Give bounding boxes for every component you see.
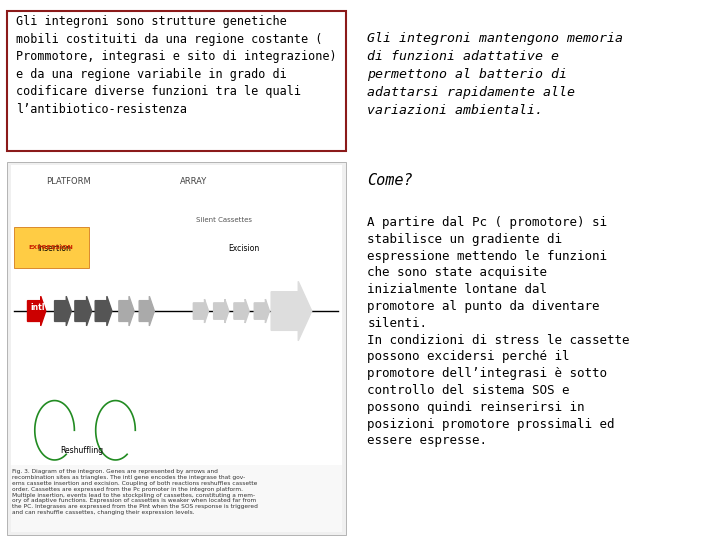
FancyBboxPatch shape: [11, 465, 342, 532]
Text: EXPRESSION: EXPRESSION: [29, 245, 73, 250]
Text: intI: intI: [30, 303, 45, 312]
FancyBboxPatch shape: [14, 227, 89, 268]
Text: PLATFORM: PLATFORM: [46, 177, 91, 186]
FancyArrow shape: [95, 296, 112, 326]
Text: Fig. 3. Diagram of the integron. Genes are represented by arrows and
recombinati: Fig. 3. Diagram of the integron. Genes a…: [12, 469, 258, 515]
FancyBboxPatch shape: [7, 11, 346, 151]
FancyArrow shape: [27, 296, 46, 326]
Text: Excision: Excision: [228, 245, 260, 253]
FancyArrow shape: [271, 281, 312, 341]
FancyArrow shape: [75, 296, 91, 326]
FancyArrow shape: [139, 296, 154, 326]
FancyBboxPatch shape: [7, 162, 346, 535]
Text: Gli integroni mantengono memoria
di funzioni adattative e
permettono al batterio: Gli integroni mantengono memoria di funz…: [367, 32, 624, 117]
Text: Come?: Come?: [367, 173, 413, 188]
Text: Insertion: Insertion: [37, 245, 71, 253]
FancyArrow shape: [254, 299, 269, 323]
FancyArrow shape: [214, 299, 229, 323]
FancyArrow shape: [119, 296, 134, 326]
FancyBboxPatch shape: [11, 165, 342, 532]
Text: Reshuffling: Reshuffling: [60, 446, 103, 455]
Text: Silent Cassettes: Silent Cassettes: [196, 217, 252, 222]
FancyArrow shape: [55, 296, 71, 326]
Text: ARRAY: ARRAY: [180, 177, 207, 186]
Text: Gli integroni sono strutture genetiche
mobili costituiti da una regione costante: Gli integroni sono strutture genetiche m…: [16, 15, 336, 116]
Text: A partire dal Pc ( promotore) si
stabilisce un gradiente di
espressione mettendo: A partire dal Pc ( promotore) si stabili…: [367, 216, 630, 448]
FancyArrow shape: [193, 299, 209, 323]
FancyArrow shape: [234, 299, 249, 323]
